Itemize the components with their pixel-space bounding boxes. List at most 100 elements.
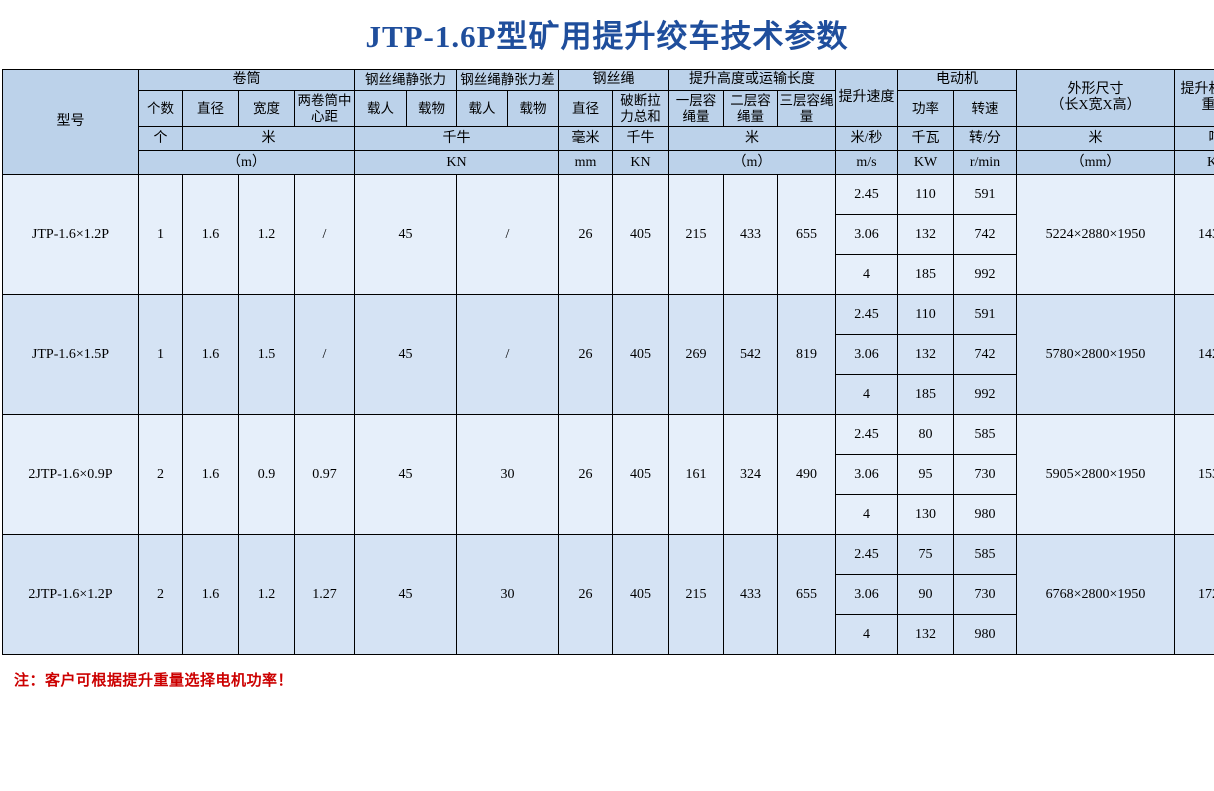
header-rope-break-force: 破断拉力总和 (612, 90, 669, 128)
header-layer3: 三层容绳量 (777, 90, 836, 128)
cell-drum-count: 2 (138, 414, 183, 536)
cell-speed: 4 (835, 254, 898, 296)
header-layer2: 二层容绳量 (723, 90, 778, 128)
cell-layer2: 433 (723, 174, 778, 296)
cell-dimensions: 6768×2800×1950 (1016, 534, 1175, 656)
cell-dimensions: 5905×2800×1950 (1016, 414, 1175, 536)
cell-speed: 3.06 (835, 214, 898, 256)
unit-cn-rope-break: 千牛 (612, 126, 669, 152)
cell-model: 2JTP-1.6×1.2P (2, 534, 139, 656)
header-layer1: 一层容绳量 (668, 90, 724, 128)
unit-en-tension-kn: KN (354, 150, 559, 176)
header-units-en-row: （m） KN mm KN （m） m/s KW r/min （mm） Kg (3, 150, 1214, 176)
header-row-1: 型号 卷筒 钢丝绳静张力 钢丝绳静张力差 钢丝绳 提升高度或运输长度 提升速度 … (2, 69, 1214, 176)
unit-en-weight: Kg (1174, 150, 1214, 176)
cell-weight: 17200 (1174, 534, 1214, 656)
cell-tension-goods: 30 (456, 414, 559, 536)
unit-cn-rope-dia: 毫米 (558, 126, 613, 152)
table-row: 4 185 992 (3, 374, 1214, 416)
cell-drum-center-distance: / (294, 294, 355, 416)
unit-en-rope-break: KN (612, 150, 669, 176)
cell-drum-count: 1 (138, 174, 183, 296)
cell-rpm: 585 (953, 534, 1017, 576)
unit-en-dimensions: （mm） (1016, 150, 1175, 176)
cell-layer3: 819 (777, 294, 836, 416)
header-lift-height: 提升高度或运输长度 (668, 69, 836, 92)
cell-tension-goods: / (456, 294, 559, 416)
table-row: 3.06 95 730 (3, 454, 1214, 496)
unit-en-speed: m/s (835, 150, 898, 176)
unit-en-motor-power: KW (897, 150, 954, 176)
header-rope: 钢丝绳 (558, 69, 669, 92)
cell-rope-break-force: 405 (612, 174, 669, 296)
cell-rope-break-force: 405 (612, 534, 669, 656)
header-tension-diff-goods: 载物 (507, 90, 559, 128)
cell-drum-width: 0.9 (238, 414, 295, 536)
cell-tension-person: 45 (354, 414, 457, 536)
unit-cn-weight: 吨 (1174, 126, 1214, 152)
cell-drum-center-distance: 1.27 (294, 534, 355, 656)
header-weight: 提升机绞车重量 (1174, 69, 1214, 128)
header-dimensions: 外形尺寸 （长X宽X高） (1016, 69, 1175, 128)
unit-cn-speed: 米/秒 (835, 126, 898, 152)
unit-cn-motor-speed: 转/分 (953, 126, 1017, 152)
header-rope-diameter: 直径 (558, 90, 613, 128)
cell-drum-width: 1.2 (238, 174, 295, 296)
cell-rope-diameter: 26 (558, 414, 613, 536)
cell-rpm: 585 (953, 414, 1017, 456)
unit-en-motor-speed: r/min (953, 150, 1017, 176)
cell-speed: 4 (835, 614, 898, 656)
cell-model: JTP-1.6×1.5P (2, 294, 139, 416)
cell-layer1: 215 (668, 534, 724, 656)
unit-en-rope-dia: mm (558, 150, 613, 176)
header-dimensions-line2: （长X宽X高） (1050, 98, 1141, 114)
cell-power: 80 (897, 414, 954, 456)
cell-speed: 3.06 (835, 334, 898, 376)
table-body: JTP-1.6×1.2P 1 1.6 1.2 / 45 / 26 405 215… (2, 174, 1214, 656)
cell-drum-width: 1.5 (238, 294, 295, 416)
header-drum: 卷筒 (138, 69, 355, 92)
cell-rope-diameter: 26 (558, 174, 613, 296)
cell-power: 132 (897, 614, 954, 656)
cell-drum-count: 2 (138, 534, 183, 656)
cell-power: 95 (897, 454, 954, 496)
cell-rope-break-force: 405 (612, 414, 669, 536)
cell-dimensions: 5224×2880×1950 (1016, 174, 1175, 296)
cell-speed: 3.06 (835, 454, 898, 496)
table-row: 2JTP-1.6×1.2P 2 1.6 1.2 1.27 45 30 26 40… (2, 534, 1214, 656)
unit-cn-height-m: 米 (668, 126, 836, 152)
cell-rpm: 591 (953, 174, 1017, 216)
cell-power: 90 (897, 574, 954, 616)
table-row: 4 185 992 (3, 254, 1214, 296)
cell-drum-diameter: 1.6 (182, 534, 239, 656)
unit-cn-drum-m: 米 (182, 126, 355, 152)
header-motor-power: 功率 (897, 90, 954, 128)
cell-power: 110 (897, 294, 954, 336)
cell-drum-center-distance: 0.97 (294, 414, 355, 536)
cell-power: 185 (897, 254, 954, 296)
cell-speed: 4 (835, 494, 898, 536)
cell-power: 75 (897, 534, 954, 576)
header-tension-person: 载人 (354, 90, 407, 128)
cell-rpm: 730 (953, 574, 1017, 616)
cell-model: 2JTP-1.6×0.9P (2, 414, 139, 536)
table-row: 4 132 980 (3, 614, 1214, 656)
table-row: 3.06 132 742 (3, 334, 1214, 376)
unit-cn-tension-kn: 千牛 (354, 126, 559, 152)
table-row: JTP-1.6×1.2P 1 1.6 1.2 / 45 / 26 405 215… (2, 174, 1214, 296)
cell-rpm: 730 (953, 454, 1017, 496)
cell-rpm: 980 (953, 494, 1017, 536)
cell-model: JTP-1.6×1.2P (2, 174, 139, 296)
cell-dimensions: 5780×2800×1950 (1016, 294, 1175, 416)
unit-cn-motor-power: 千瓦 (897, 126, 954, 152)
spec-table: 型号 卷筒 钢丝绳静张力 钢丝绳静张力差 钢丝绳 提升高度或运输长度 提升速度 … (2, 69, 1214, 656)
header-tension-diff-person: 载人 (456, 90, 508, 128)
header-motor: 电动机 (897, 69, 1017, 92)
cell-power: 132 (897, 334, 954, 376)
unit-en-height-m: （m） (668, 150, 836, 176)
cell-drum-diameter: 1.6 (182, 294, 239, 416)
cell-speed: 3.06 (835, 574, 898, 616)
header-dimensions-line1: 外形尺寸 (1067, 82, 1124, 98)
header-row-2: 个数 直径 宽度 两卷筒中心距 载人 载物 载人 载物 直径 破断拉力总和 一层… (3, 90, 1214, 128)
cell-layer2: 433 (723, 534, 778, 656)
